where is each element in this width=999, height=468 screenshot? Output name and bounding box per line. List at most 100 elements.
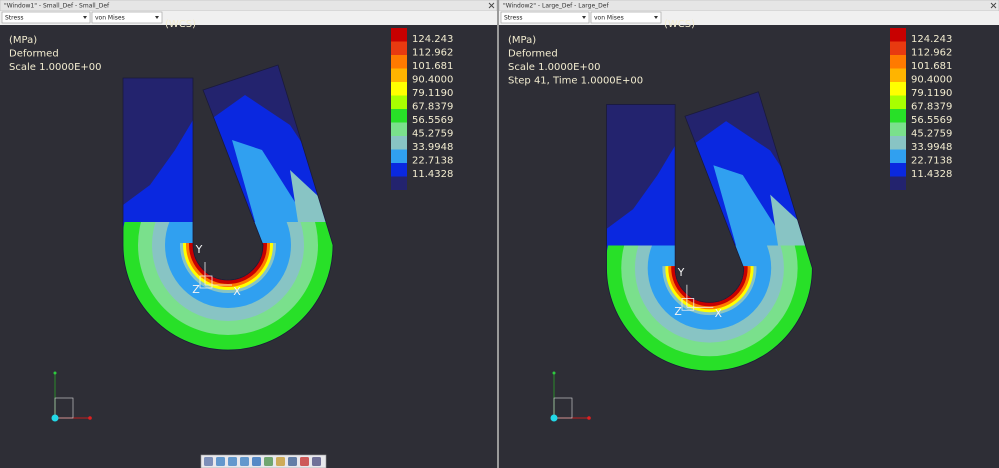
- toolbar-button[interactable]: [288, 457, 297, 466]
- close-icon: [488, 2, 495, 9]
- axis-label: Y: [677, 266, 685, 279]
- legend-label: 67.8379: [911, 102, 952, 113]
- toolbar-button[interactable]: [252, 457, 261, 466]
- legend-swatch: [890, 136, 906, 150]
- legend-swatch: [890, 55, 906, 69]
- legend-swatch: [391, 149, 407, 163]
- legend-label: 124.243: [412, 34, 453, 45]
- toolbar-button[interactable]: [276, 457, 285, 466]
- model: Y Z X: [584, 77, 839, 391]
- close-button[interactable]: [488, 2, 495, 9]
- dropdown-box: [500, 11, 590, 24]
- toolbar-button[interactable]: [312, 457, 321, 466]
- toolbar-icon: [300, 457, 309, 466]
- toolbar-icon: [252, 457, 261, 466]
- legend-swatch: [890, 68, 906, 82]
- axis-label: Z: [674, 305, 681, 318]
- dropdown-value: von Mises: [594, 15, 624, 22]
- triad-plane: [54, 397, 74, 419]
- info-line: Deformed: [9, 49, 59, 60]
- triad-y-tip: [53, 371, 57, 375]
- axis-label: Z: [192, 283, 200, 296]
- triad-origin: [550, 414, 558, 422]
- dropdown-box: [1, 11, 91, 24]
- info-line: (MPa): [508, 35, 536, 46]
- toolbar-icon: [264, 457, 273, 466]
- window-divider: [497, 0, 499, 468]
- legend-swatch: [890, 41, 906, 55]
- legend-label: 45.2759: [911, 129, 952, 140]
- legend-swatch: [391, 41, 407, 55]
- legend-label: 112.962: [412, 48, 453, 59]
- info-line: (MPa): [9, 35, 37, 46]
- legend-swatch: [391, 163, 407, 177]
- window-title: "Window2" - Large_Def - Large_Def: [503, 3, 609, 10]
- dropdown[interactable]: von Mises: [590, 11, 662, 24]
- legend-label: 22.7138: [911, 156, 952, 167]
- dropdown-value: von Mises: [95, 15, 125, 22]
- legend-swatch: [391, 122, 407, 136]
- toolbar-icon: [288, 457, 297, 466]
- info-line: Scale 1.0000E+00: [9, 62, 102, 73]
- toolbar-icon: [240, 457, 249, 466]
- triad-x-tip: [587, 416, 591, 420]
- toolbar-button[interactable]: [300, 457, 309, 466]
- window-title: "Window1" - Small_Def - Small_Def: [4, 3, 110, 10]
- legend-swatch: [391, 109, 407, 123]
- triad-origin: [51, 414, 59, 422]
- toolbar-button[interactable]: [216, 457, 225, 466]
- legend-label: 11.4328: [911, 169, 952, 180]
- dropdown-arrow: [83, 16, 87, 19]
- legend-swatch: [391, 55, 407, 69]
- triad-y-tip: [552, 371, 556, 375]
- dropdown-arrow: [582, 16, 586, 19]
- toolbar-icon: [216, 457, 225, 466]
- dropdown[interactable]: Stress: [500, 11, 590, 24]
- legend-label: 33.9948: [412, 142, 453, 153]
- dropdown-box: [590, 11, 662, 24]
- axis-label: X: [233, 285, 241, 298]
- legend-label: 11.4328: [412, 169, 453, 180]
- legend-swatch: [391, 136, 407, 150]
- info-line: Step 41, Time 1.0000E+00: [508, 76, 643, 87]
- legend-swatch: [890, 163, 906, 177]
- info-line: Deformed: [508, 49, 558, 60]
- legend-label: 90.4000: [911, 75, 952, 86]
- toolbar-button[interactable]: [264, 457, 273, 466]
- toolbar-icon: [312, 457, 321, 466]
- legend-label: 79.1190: [911, 88, 952, 99]
- legend-label: 67.8379: [412, 102, 453, 113]
- model: Y Z X: [100, 50, 360, 370]
- legend-label: 56.5569: [412, 115, 453, 126]
- dropdown-value: Stress: [504, 15, 522, 22]
- legend-label: 56.5569: [911, 115, 952, 126]
- triad-x-tip: [88, 416, 92, 420]
- legend-label: 33.9948: [911, 142, 952, 153]
- toolbar-button[interactable]: [240, 457, 249, 466]
- legend-swatch: [890, 28, 906, 42]
- legend-swatch: [890, 82, 906, 96]
- dropdown[interactable]: Stress: [1, 11, 91, 24]
- legend-label: 112.962: [911, 48, 952, 59]
- close-icon: [990, 2, 997, 9]
- toolbar-icon: [204, 457, 213, 466]
- dropdown-arrow: [654, 16, 658, 19]
- legend-label: 90.4000: [412, 75, 453, 86]
- toolbar-icon: [276, 457, 285, 466]
- dropdown[interactable]: von Mises: [91, 11, 163, 24]
- legend-label: 124.243: [911, 34, 952, 45]
- legend-swatch: [391, 68, 407, 82]
- view-toolbar: [200, 454, 327, 468]
- dropdown-box: [91, 11, 163, 24]
- legend-label: 79.1190: [412, 88, 453, 99]
- legend-swatch: [890, 149, 906, 163]
- legend-swatch: [890, 95, 906, 109]
- toolbar-button[interactable]: [204, 457, 213, 466]
- dropdown-arrow: [155, 16, 159, 19]
- legend-swatch: [391, 82, 407, 96]
- axis-label: X: [715, 307, 723, 320]
- toolbar-button[interactable]: [228, 457, 237, 466]
- info-line: Scale 1.0000E+00: [508, 62, 601, 73]
- close-button[interactable]: [990, 2, 997, 9]
